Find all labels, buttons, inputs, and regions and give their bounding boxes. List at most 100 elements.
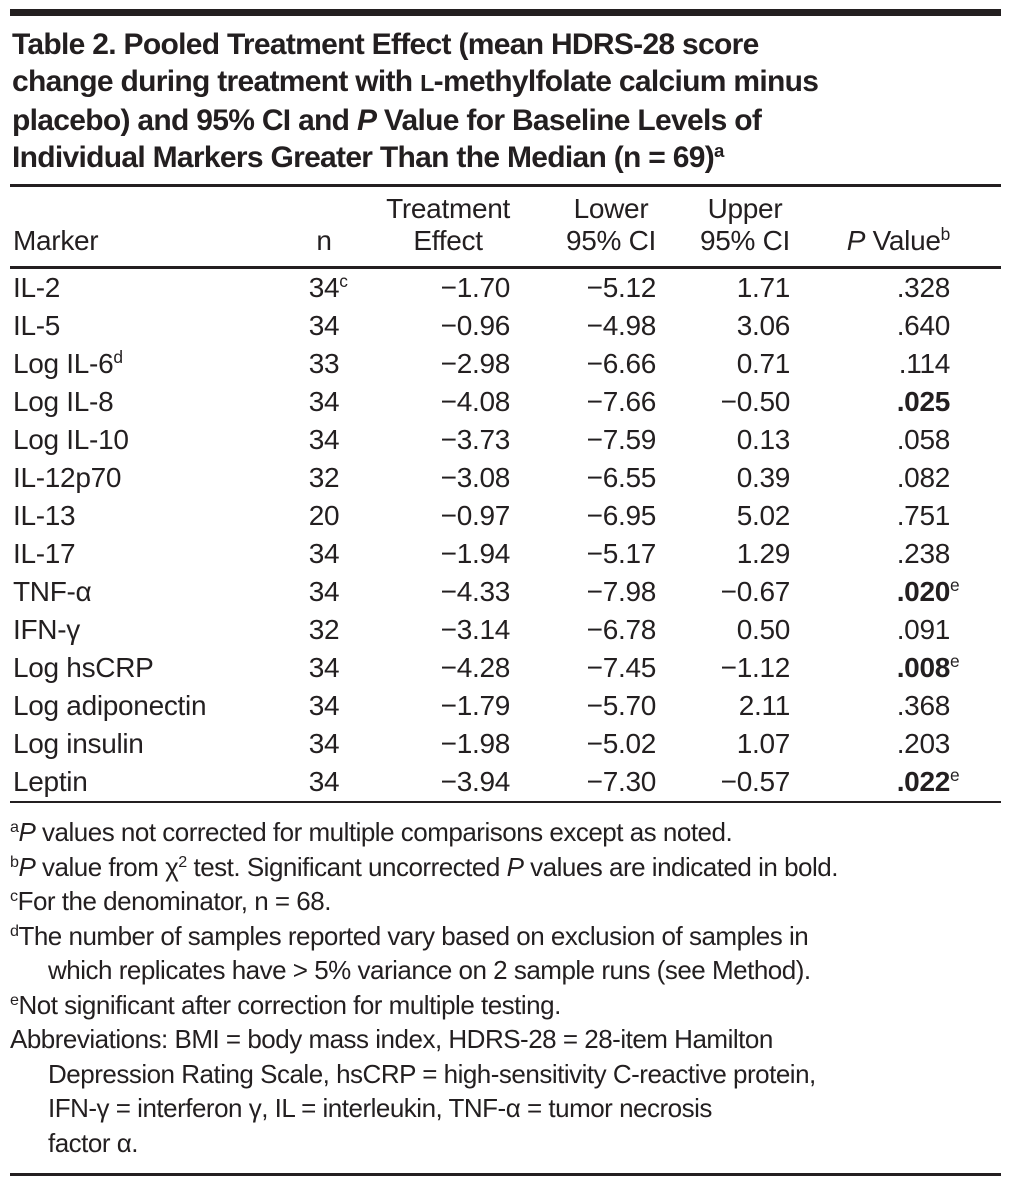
title-divider-rule <box>10 184 1001 187</box>
header-row: Marker n Treatment Effect Lower 95% CI Upp… <box>10 187 1001 269</box>
cell-upper-ci: 1.07 <box>736 728 791 759</box>
footnote-a: aP values not corrected for multiple com… <box>10 817 733 847</box>
cell-p-value: .114 <box>898 348 951 379</box>
data-table: Marker n Treatment Effect Lower 95% CI Upp… <box>10 187 1001 803</box>
cell-n: 34 <box>308 728 340 759</box>
cell-upper-ci: −0.50 <box>720 386 791 417</box>
cell-n: 34 <box>308 690 340 721</box>
cell-n: 34 <box>308 766 340 797</box>
cell-lower-ci: −6.78 <box>586 614 657 645</box>
cell-n: 34 <box>308 538 340 569</box>
table-header: Marker n Treatment Effect Lower 95% CI Upp… <box>10 187 1001 269</box>
table-title: Table 2. Pooled Treatment Effect (mean H… <box>12 26 1001 176</box>
cell-upper-ci: 1.29 <box>736 538 791 569</box>
cell-treatment-effect: −0.97 <box>440 500 511 531</box>
cell-p-value: .008e <box>896 651 960 683</box>
cell-n: 34 <box>308 386 340 417</box>
cell-upper-ci: 0.50 <box>736 614 791 645</box>
cell-n: 33 <box>308 348 340 379</box>
table-row: IL-17 34 −1.94 −5.17 1.29 .238 <box>10 535 1001 573</box>
cell-upper-ci: 1.71 <box>736 272 791 303</box>
cell-marker: Leptin <box>13 766 88 797</box>
table-title-line: Individual Markers Greater Than the Medi… <box>12 139 724 174</box>
cell-marker: IL-13 <box>13 500 76 531</box>
cell-upper-ci: 5.02 <box>736 500 791 531</box>
header-lower-ci: Lower 95% CI <box>512 187 660 269</box>
cell-treatment-effect: −4.28 <box>440 652 511 683</box>
table-row: Log IL-8 34 −4.08 −7.66 −0.50 .025 <box>10 383 1001 421</box>
paper-table-figure: Table 2. Pooled Treatment Effect (mean H… <box>0 9 1011 1190</box>
footnote-abbreviations: Abbreviations: BMI = body mass index, HD… <box>10 1024 816 1158</box>
table-row: Log adiponectin 34 −1.79 −5.70 2.11 .368 <box>10 687 1001 725</box>
footnote-e: eNot significant after correction for mu… <box>10 989 561 1020</box>
table-title-line: placebo) and 95% CI and P Value for Base… <box>12 104 762 137</box>
cell-n: 34 <box>308 310 340 341</box>
cell-p-value: .203 <box>896 728 951 759</box>
cell-upper-ci: −1.12 <box>720 652 791 683</box>
cell-p-value: .368 <box>896 690 951 721</box>
cell-p-value: .082 <box>896 462 951 493</box>
cell-upper-ci: 2.11 <box>738 690 791 721</box>
table-row: IL-12p70 32 −3.08 −6.55 0.39 .082 <box>10 459 1001 497</box>
table-row: Log insulin 34 −1.98 −5.02 1.07 .203 <box>10 725 1001 763</box>
header-marker: Marker <box>10 187 292 269</box>
table-row: Leptin 34 −3.94 −7.30 −0.57 .022e <box>10 763 1001 802</box>
header-treatment-effect: Treatment Effect <box>356 187 512 269</box>
cell-upper-ci: 3.06 <box>736 310 791 341</box>
cell-upper-ci: −0.57 <box>720 766 791 797</box>
table-row: IL-5 34 −0.96 −4.98 3.06 .640 <box>10 307 1001 345</box>
header-n: n <box>292 187 356 269</box>
cell-p-value: .022e <box>896 765 960 797</box>
table-row: Log IL-6d 33 −2.98 −6.66 0.71 .114 <box>10 345 1001 383</box>
cell-marker: Log IL-8 <box>13 386 114 417</box>
cell-n: 34 <box>308 424 340 455</box>
table-row: Log IL-10 34 −3.73 −7.59 0.13 .058 <box>10 421 1001 459</box>
cell-n: 34 <box>308 652 340 683</box>
cell-lower-ci: −6.95 <box>586 500 657 531</box>
cell-upper-ci: 0.71 <box>736 348 791 379</box>
cell-marker: IL-17 <box>13 538 76 569</box>
cell-upper-ci: −0.67 <box>720 576 791 607</box>
cell-treatment-effect: −1.79 <box>440 690 511 721</box>
cell-p-value: .020e <box>896 575 960 607</box>
cell-upper-ci: 0.13 <box>736 424 791 455</box>
cell-treatment-effect: −1.98 <box>440 728 511 759</box>
cell-treatment-effect: −1.70 <box>440 272 511 303</box>
cell-lower-ci: −7.30 <box>586 766 657 797</box>
cell-marker: Log adiponectin <box>13 690 207 721</box>
cell-marker: TNF-α <box>13 576 92 607</box>
cell-lower-ci: −4.98 <box>586 310 657 341</box>
cell-treatment-effect: −3.94 <box>440 766 511 797</box>
cell-treatment-effect: −3.14 <box>440 614 511 645</box>
cell-n: 32 <box>308 462 340 493</box>
cell-n: 34 <box>308 576 340 607</box>
table-row: IL-13 20 −0.97 −6.95 5.02 .751 <box>10 497 1001 535</box>
table-row: IL-2 34c −1.70 −5.12 1.71 .328 <box>10 268 1001 308</box>
cell-treatment-effect: −3.08 <box>440 462 511 493</box>
cell-marker: Log hsCRP <box>13 652 154 683</box>
table-row: IFN-γ 32 −3.14 −6.78 0.50 .091 <box>10 611 1001 649</box>
cell-n: 34c <box>308 271 348 303</box>
cell-marker: IL-2 <box>13 272 61 303</box>
cell-treatment-effect: −4.33 <box>440 576 511 607</box>
cell-p-value: .751 <box>896 500 951 531</box>
footnote-c: cFor the denominator, n = 68. <box>10 886 331 916</box>
table-footnotes: aP values not corrected for multiple com… <box>10 815 1001 1160</box>
cell-treatment-effect: −1.94 <box>440 538 511 569</box>
cell-marker: IFN-γ <box>13 614 80 645</box>
footnote-d: dThe number of samples reported vary bas… <box>10 920 811 986</box>
cell-marker: IL-12p70 <box>13 462 122 493</box>
cell-upper-ci: 0.39 <box>736 462 791 493</box>
cell-treatment-effect: −4.08 <box>440 386 511 417</box>
cell-lower-ci: −5.17 <box>586 538 657 569</box>
cell-p-value: .328 <box>896 272 951 303</box>
table-body: IL-2 34c −1.70 −5.12 1.71 .328 IL-5 34 −0.96 −4.9… <box>10 268 1001 802</box>
cell-lower-ci: −7.45 <box>586 652 657 683</box>
cell-lower-ci: −7.59 <box>586 424 657 455</box>
cell-lower-ci: −7.98 <box>586 576 657 607</box>
cell-marker: Log IL-10 <box>13 424 129 455</box>
cell-treatment-effect: −3.73 <box>440 424 511 455</box>
cell-lower-ci: −6.66 <box>586 348 657 379</box>
table-title-line: change during treatment with L-methylfol… <box>12 65 819 98</box>
cell-treatment-effect: −2.98 <box>440 348 511 379</box>
